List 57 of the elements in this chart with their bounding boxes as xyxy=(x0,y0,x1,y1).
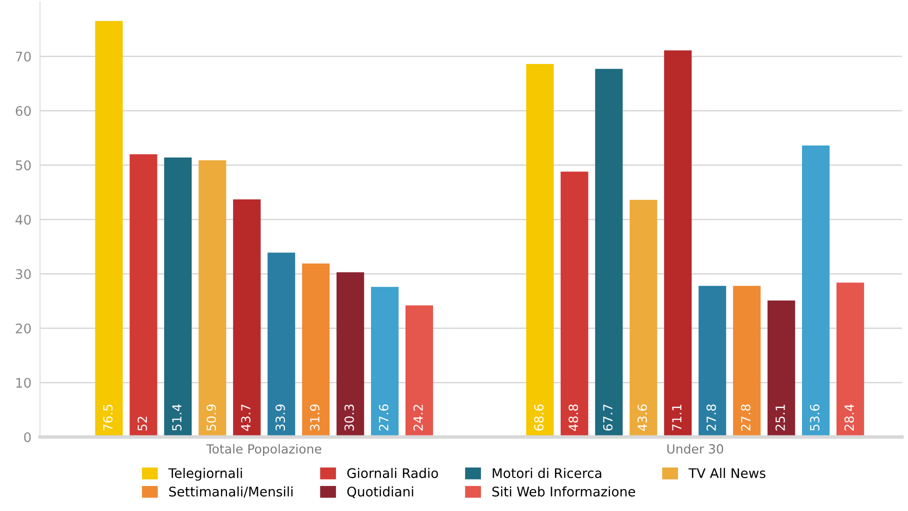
y-tick-label: 40 xyxy=(16,214,31,225)
y-tick-label: 20 xyxy=(16,323,31,334)
legend-label: Telegiornali xyxy=(168,468,242,481)
data-label: 51.4 xyxy=(172,404,182,430)
bar xyxy=(802,146,830,437)
legend-label: Settimanali/Mensili xyxy=(169,486,293,498)
data-label: 25.1 xyxy=(775,404,785,431)
bar xyxy=(302,264,330,437)
bar xyxy=(405,305,434,437)
y-tick-label: 70 xyxy=(16,52,31,62)
y-tick-label: 50 xyxy=(16,160,31,170)
bar xyxy=(630,200,658,437)
bar xyxy=(526,64,554,437)
legend-label: TV All News xyxy=(688,468,766,478)
data-label: 27.8 xyxy=(741,404,750,431)
data-label: 28.4 xyxy=(844,404,854,431)
data-label: 68.6 xyxy=(534,404,544,431)
data-label: 43.7 xyxy=(241,404,251,431)
legend-label: Quotidiani xyxy=(347,486,414,498)
data-label: 53.6 xyxy=(810,404,820,430)
data-label: 24.2 xyxy=(413,404,423,431)
data-label: 76.5 xyxy=(103,404,113,430)
data-label: 27.6 xyxy=(378,404,388,431)
y-tick-label: 30 xyxy=(16,269,31,280)
bar xyxy=(164,158,192,437)
legend-label: Siti Web Informazione xyxy=(492,486,636,497)
data-label: 31.9 xyxy=(310,404,320,430)
bar xyxy=(130,154,158,437)
legend-label: Motori di Ricerca xyxy=(492,468,602,478)
data-label: 30.3 xyxy=(344,404,354,430)
bar xyxy=(198,160,226,437)
bar xyxy=(95,21,123,437)
bar xyxy=(768,300,796,437)
data-label: 52 xyxy=(138,416,148,430)
legend-label: Giornali Radio xyxy=(347,468,438,478)
bar xyxy=(233,199,261,437)
data-label: 67.7 xyxy=(603,404,613,431)
bar xyxy=(698,286,726,437)
data-label: 33.9 xyxy=(276,404,285,430)
bar xyxy=(836,282,864,437)
bar xyxy=(595,68,623,437)
bar xyxy=(268,252,296,437)
data-label: 43.6 xyxy=(638,404,648,431)
data-label: 48.8 xyxy=(568,404,578,431)
y-tick-label: 10 xyxy=(16,378,31,388)
bar xyxy=(371,286,399,437)
bar xyxy=(336,272,364,437)
bar xyxy=(733,286,761,437)
bar xyxy=(664,50,692,437)
x-tick-label: Under 30 xyxy=(667,444,724,454)
y-tick-label: 60 xyxy=(16,106,31,116)
data-label: 50.9 xyxy=(206,404,216,430)
x-tick-label: Totale Popolazione xyxy=(206,444,322,456)
data-label: 27.8 xyxy=(706,404,716,431)
bar xyxy=(560,172,588,437)
data-label: 71.1 xyxy=(672,404,682,430)
y-tick-label: 0 xyxy=(24,432,31,442)
